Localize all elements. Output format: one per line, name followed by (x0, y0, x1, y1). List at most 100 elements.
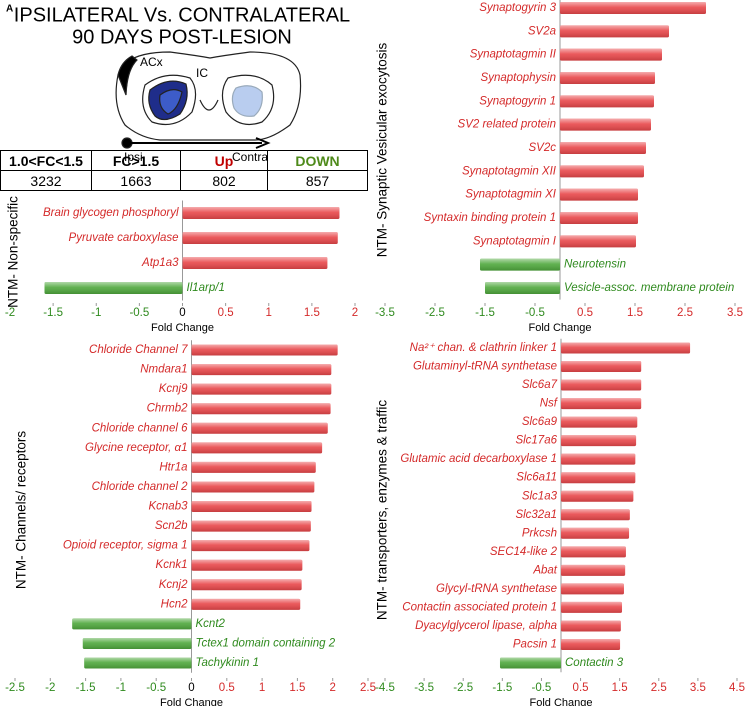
bar-shade (191, 579, 302, 591)
x-tick-label: 0 (179, 307, 185, 319)
category-label: Vesicle-assoc. membrane protein (564, 282, 734, 294)
category-label: Synaptotagmin XI (465, 189, 557, 201)
category-label: Hcn2 (161, 598, 188, 610)
x-tick-label: -1.5 (43, 307, 63, 319)
category-label: Slc1a3 (522, 490, 558, 502)
category-label: Synaptogyrin 1 (479, 95, 556, 107)
x-tick-label: 2 (352, 307, 358, 319)
x-tick-label: -2.5 (5, 682, 25, 694)
x-tick-label: 0.5 (218, 307, 234, 319)
category-label: Synaptogyrin 3 (479, 2, 556, 14)
x-tick-label: -1.5 (475, 307, 495, 319)
x-tick-label: -1.5 (492, 682, 512, 694)
category-label: Pyruvate carboxylase (69, 232, 179, 244)
bar-shade (561, 453, 636, 465)
category-label: Prkcsh (522, 527, 557, 539)
category-label: Slc32a1 (515, 509, 557, 521)
bar-shade (44, 282, 183, 294)
category-label: Tctex1 domain containing 2 (196, 637, 336, 649)
title-line: 90 DAYS POST-LESION (72, 26, 292, 48)
x-tick-label: 3.5 (727, 307, 743, 319)
bar-shade (182, 207, 340, 219)
table-header: 1.0<FC<1.5 (0, 150, 92, 171)
x-tick-label: -0.5 (525, 307, 545, 319)
category-label: Brain glycogen phosphoryl (43, 207, 179, 219)
category-label: Kcnj9 (159, 383, 188, 395)
category-label: Synaptophysin (481, 72, 556, 84)
table-cell: 802 (180, 170, 268, 191)
category-label: Slc17a6 (515, 435, 557, 447)
category-label: Atp1a3 (141, 257, 179, 269)
bar-shade (191, 520, 311, 532)
bar-shade (560, 235, 636, 248)
x-axis-title: Fold Change (160, 697, 223, 706)
bar-shade (561, 546, 626, 558)
brain-diagram (115, 51, 302, 149)
category-label: Synaptotagmin I (473, 235, 557, 247)
bar-shade (182, 257, 328, 269)
bar-shade (560, 25, 669, 38)
category-label: Htr1a (159, 461, 187, 473)
category-label: Glutamic acid decarboxylase 1 (400, 453, 557, 465)
bar-shade (84, 657, 192, 669)
x-tick-label: -1 (91, 307, 101, 319)
category-label: Neurotensin (564, 259, 626, 271)
x-tick-label: 1.5 (627, 307, 643, 319)
x-tick-label: 2 (329, 682, 335, 694)
diagram-label: IC (196, 66, 208, 80)
category-label: Il1arp/1 (187, 282, 225, 294)
x-tick-label: 0.5 (573, 682, 589, 694)
x-tick-label: -0.5 (532, 682, 552, 694)
summary-table: 1.0<FC<1.5 FC>1.5 Up DOWN 3232 1663 802 … (0, 150, 368, 191)
category-label: Contactin associated protein 1 (402, 601, 557, 613)
x-tick-label: -0.5 (129, 307, 149, 319)
category-label: SV2 related protein (458, 119, 556, 131)
x-tick-label: -2 (5, 307, 15, 319)
bar-shade (191, 461, 316, 473)
table-cell: 1663 (91, 170, 181, 191)
bar-shade (191, 481, 315, 493)
panel-label: A (6, 4, 13, 15)
y-axis-title: NTM- transporters, enzymes & traffic (375, 400, 390, 621)
category-label: Pacsin 1 (513, 639, 557, 651)
x-tick-label: 2.5 (677, 307, 693, 319)
bar-shade (560, 188, 638, 201)
bar-shade (561, 416, 638, 428)
category-label: Chloride Channel 7 (89, 344, 188, 356)
x-axis-title: Fold Change (530, 697, 593, 706)
category-label: Kcnj2 (159, 579, 188, 591)
category-label: Slc6a9 (522, 416, 558, 428)
bar-shade (561, 638, 621, 650)
x-tick-label: 1.5 (289, 682, 305, 694)
bar-shade (485, 282, 560, 294)
category-label: Scn2b (155, 520, 188, 532)
table-header: Up (180, 150, 268, 171)
category-label: SV2c (529, 142, 557, 154)
table-cell: 857 (267, 170, 368, 191)
category-label: Nsf (540, 398, 559, 410)
category-label: Kcnk1 (156, 559, 188, 571)
category-label: Chrmb2 (147, 403, 189, 415)
title-line: IPSILATERAL Vs. CONTRALATERAL (14, 4, 350, 26)
diagram-label: ACx (140, 55, 163, 69)
x-tick-label: -2.5 (453, 682, 473, 694)
bar-shade (561, 342, 691, 354)
bar-shade (191, 403, 331, 415)
bar-shade (561, 435, 637, 447)
category-label: SV2a (528, 25, 556, 37)
bar-shade (191, 540, 310, 552)
bar-shade (560, 72, 655, 84)
x-tick-label: -1.5 (76, 682, 96, 694)
category-label: Synaptotagmin II (470, 49, 557, 61)
bar-shade (560, 2, 706, 14)
x-tick-label: 2.5 (360, 682, 376, 694)
x-tick-label: 3.5 (690, 682, 706, 694)
category-label: Kcnab3 (148, 501, 188, 513)
bar-shade (191, 442, 323, 454)
category-label: Glycine receptor, α1 (85, 442, 187, 454)
x-tick-label: 1 (266, 307, 272, 319)
x-tick-label: 1.5 (612, 682, 628, 694)
bar-shade (561, 583, 624, 595)
category-label: Abat (532, 564, 557, 576)
